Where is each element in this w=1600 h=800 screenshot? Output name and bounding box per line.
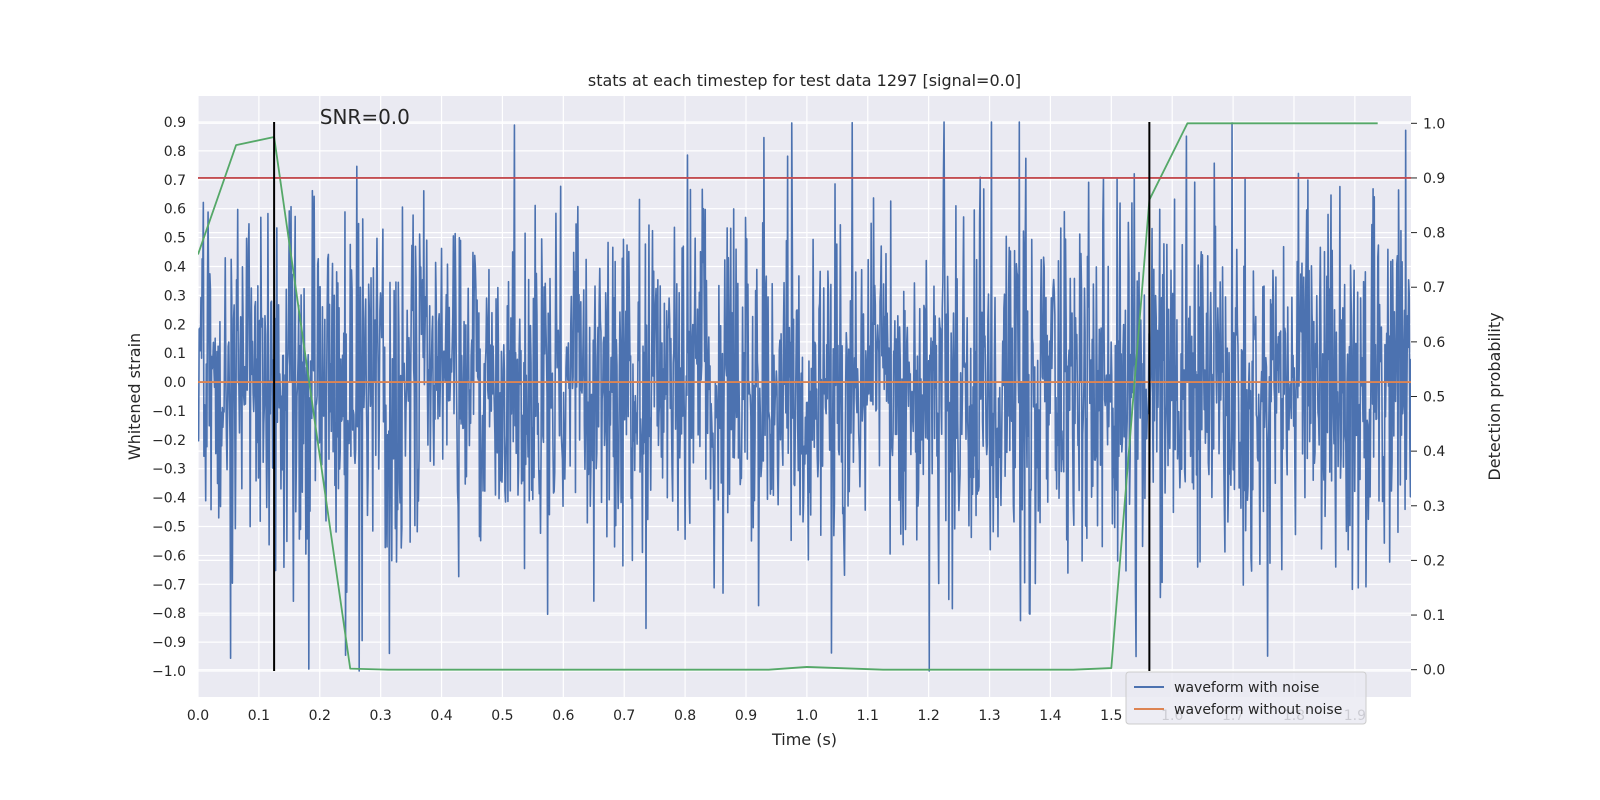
snr-annotation: SNR=0.0 — [320, 105, 410, 129]
y-axis-label-right: Detection probability — [1485, 312, 1504, 480]
x-tick-label: 1.5 — [1100, 708, 1122, 724]
series-line-waveform-with-noise — [198, 121, 1411, 672]
y-tick-label-left: 0.4 — [164, 259, 186, 275]
y-tick-label-left: −1.0 — [152, 664, 186, 680]
x-tick-label: 0.8 — [674, 708, 696, 724]
y-tick-label-left: 0.7 — [164, 173, 186, 189]
plot-series — [198, 121, 1411, 672]
y-tick-label-left: 0.6 — [164, 202, 186, 218]
y-tick-label-right: 0.1 — [1423, 608, 1445, 624]
y-tick-label-left: −0.3 — [152, 462, 186, 478]
y-tick-label-left: 0.3 — [164, 288, 186, 304]
legend-box — [1125, 671, 1367, 725]
y-tick-label-right: 0.5 — [1423, 390, 1445, 406]
x-tick-label: 0.0 — [187, 708, 209, 724]
legend-label-clean: waveform without noise — [1174, 702, 1342, 718]
y-tick-label-right: 0.3 — [1423, 499, 1445, 515]
y-tick-label-left: 0.5 — [164, 231, 186, 247]
x-tick-label: 1.3 — [978, 708, 1000, 724]
y-tick-label-left: 0.0 — [164, 375, 186, 391]
y-tick-label-right: 0.4 — [1423, 444, 1445, 460]
y-tick-label-left: 0.1 — [164, 346, 186, 362]
plot-content — [198, 121, 1411, 672]
x-tick-label: 1.1 — [857, 708, 879, 724]
x-tick-label: 0.3 — [370, 708, 392, 724]
x-axis-label: Time (s) — [771, 730, 837, 749]
y-tick-label-left: −0.2 — [152, 433, 186, 449]
x-tick-label: 0.6 — [552, 708, 574, 724]
x-tick-label: 0.5 — [491, 708, 513, 724]
y-tick-label-right: 1.0 — [1423, 116, 1445, 132]
grid — [197, 96, 1411, 697]
x-tick-label: 0.2 — [309, 708, 331, 724]
y-tick-label-left: 0.9 — [164, 115, 186, 131]
y-axis-label-left: Whitened strain — [125, 333, 144, 460]
y-tick-label-right: 0.7 — [1423, 280, 1445, 296]
y-tick-label-left: −0.4 — [152, 491, 186, 507]
y-tick-label-left: 0.8 — [164, 144, 186, 160]
chart-title: stats at each timestep for test data 129… — [588, 71, 1021, 90]
y-tick-label-left: 0.2 — [164, 317, 186, 333]
x-tick-label: 0.1 — [248, 708, 270, 724]
y-tick-label-left: −0.1 — [152, 404, 186, 420]
y-tick-label-right: 0.0 — [1423, 663, 1445, 679]
legend-label-noisy: waveform with noise — [1174, 680, 1319, 696]
y-tick-label-right: 0.6 — [1423, 335, 1445, 351]
y-tick-label-left: −0.9 — [152, 635, 186, 651]
x-tick-label: 1.4 — [1039, 708, 1061, 724]
y-tick-label-left: −0.5 — [152, 520, 186, 536]
x-tick-label: 0.7 — [613, 708, 635, 724]
x-tick-label: 1.2 — [918, 708, 940, 724]
x-tick-label: 0.4 — [430, 708, 452, 724]
y-tick-label-left: −0.7 — [152, 577, 186, 593]
y-tick-label-right: 0.8 — [1423, 226, 1445, 242]
y-tick-label-left: −0.6 — [152, 548, 186, 564]
x-tick-label: 1.0 — [796, 708, 818, 724]
legend: waveform with noise waveform without noi… — [1125, 671, 1367, 725]
y-tick-label-right: 0.9 — [1423, 171, 1445, 187]
y-tick-label-right: 0.2 — [1423, 553, 1445, 569]
ticks: 0.0 0.1 0.2 0.3 0.4 0.5 0.6 0.7 0.8 0.9 1.0 1.1 1.2 1… — [152, 115, 1445, 724]
y-tick-label-left: −0.8 — [152, 606, 186, 622]
x-tick-label: 0.9 — [735, 708, 757, 724]
